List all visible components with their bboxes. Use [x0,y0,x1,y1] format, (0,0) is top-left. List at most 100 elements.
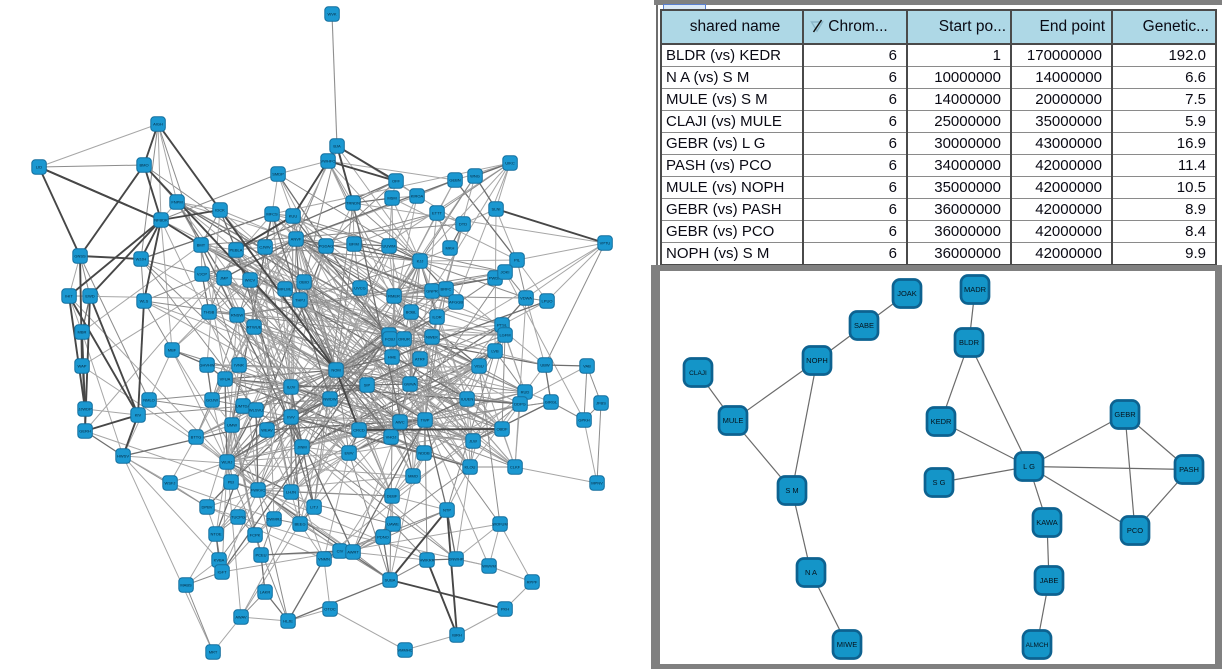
svg-text:GEBN: GEBN [449,178,460,183]
svg-text:HHE: HHE [388,355,397,360]
svg-text:BFIM: BFIM [349,242,359,247]
svg-text:ORUR: ORUR [398,337,410,342]
svg-text:IBRH: IBRH [452,633,462,638]
svg-text:LVB: LVB [491,349,499,354]
svg-text:ATRF: ATRF [415,357,426,362]
svg-text:CLKF: CLKF [510,465,521,470]
svg-text:AWAV: AWAV [235,615,247,620]
svg-text:AWRT: AWRT [347,550,359,555]
svg-text:KIROA: KIROA [411,194,424,199]
svg-text:GOJW: GOJW [206,398,218,403]
svg-text:THSB: THSB [204,310,215,315]
svg-text:JOAK: JOAK [897,289,917,298]
svg-text:TRNDN: TRNDN [346,201,360,206]
svg-text:MIWE: MIWE [837,640,857,649]
svg-text:VFUA: VFUA [220,377,231,382]
svg-text:ILOR: ILOR [432,315,441,320]
svg-text:IHIT: IHIT [65,294,73,299]
svg-text:BLDR: BLDR [959,338,980,347]
svg-text:WOFUM: WOFUM [492,522,508,527]
svg-text:KAWA: KAWA [1036,518,1058,527]
svg-text:VHOJ: VHOJ [386,435,397,440]
svg-text:IIVV: IIVV [287,415,295,420]
svg-text:MADR: MADR [964,285,987,294]
svg-text:CLAJI: CLAJI [689,370,707,377]
svg-text:GWVA: GWVA [404,382,416,387]
svg-text:BEEG: BEEG [294,522,305,527]
svg-text:OFF: OFF [392,179,401,184]
svg-text:MABS: MABS [180,583,192,588]
svg-text:WLSVU: WLSVU [249,408,263,413]
svg-text:FCBJ: FCBJ [385,337,395,342]
svg-text:WLS: WLS [140,299,149,304]
svg-text:PKH: PKH [501,607,509,612]
svg-text:DNWHP: DNWHP [448,557,463,562]
svg-text:GHVHW: GHVHW [199,363,215,368]
svg-text:JFBS: JFBS [596,401,606,406]
svg-text:NOPH: NOPH [806,356,828,365]
svg-text:NDDB: NDDB [418,451,430,456]
svg-text:BJA: BJA [333,144,341,149]
svg-text:NFBDK: NFBDK [154,218,168,223]
svg-text:S G: S G [933,478,946,487]
svg-text:AIGH: AIGH [153,122,163,127]
svg-text:EWD: EWD [85,294,94,299]
svg-text:SLNI: SLNI [492,207,501,212]
svg-text:LID: LID [36,165,42,170]
svg-text:PCO: PCO [1127,526,1143,535]
svg-text:JINM: JINM [297,445,306,450]
svg-text:LHJN: LHJN [286,490,296,495]
svg-text:JOKI: JOKI [501,270,510,275]
svg-text:RMER: RMER [388,294,400,299]
svg-text:MBR: MBR [78,330,87,335]
svg-text:ANVF: ANVF [291,237,302,242]
svg-text:HWKRR: HWKRR [419,558,434,563]
svg-text:MULE: MULE [723,416,744,425]
svg-text:OTOC: OTOC [324,607,336,612]
svg-text:SIP: SIP [364,383,371,388]
svg-text:VISU: VISU [474,364,483,369]
svg-text:ETTT: ETTT [432,211,443,216]
svg-text:BOBL: BOBL [406,310,417,315]
svg-text:OBIO: OBIO [299,280,309,285]
svg-text:NTP: NTP [443,508,451,513]
svg-text:PTSL: PTSL [497,323,508,328]
svg-text:OBDF: OBDF [496,427,508,432]
svg-text:VNMN: VNMN [318,557,330,562]
svg-text:LAKR: LAKR [260,590,271,595]
svg-text:WWVM: WWVM [482,564,496,569]
svg-text:FWKVC: FWKVC [251,488,266,493]
svg-text:KUU: KUU [289,214,298,219]
svg-text:SUBA: SUBA [385,578,396,583]
svg-text:HLJE: HLJE [283,619,293,624]
svg-text:BRFC: BRFC [441,287,452,292]
svg-text:FNPM: FNPM [171,200,182,205]
svg-text:KVBA: KVBA [214,558,225,563]
svg-text:PASH: PASH [1179,465,1199,474]
svg-text:BMO: BMO [139,163,148,168]
svg-text:GNSS: GNSS [74,254,86,259]
svg-text:UVCG: UVCG [354,286,366,291]
svg-text:NWDW: NWDW [323,397,337,402]
svg-text:MKH: MKH [446,246,455,251]
svg-text:MBF: MBF [168,348,177,353]
svg-text:NMLO: NMLO [143,398,155,403]
svg-text:MFCS: MFCS [266,212,278,217]
svg-text:SMDP: SMDP [272,172,284,177]
svg-text:SABE: SABE [854,321,874,330]
svg-text:UMTDA: UMTDA [236,404,251,409]
svg-text:NTOE: NTOE [210,532,221,537]
svg-text:GIRGL: GIRGL [545,400,558,405]
svg-text:CIV: CIV [337,549,344,554]
svg-text:S M: S M [785,486,798,495]
svg-text:GPKH: GPKH [578,418,589,423]
svg-text:WICV: WICV [245,278,256,283]
svg-text:JABE: JABE [1040,576,1059,585]
svg-text:PGDAG: PGDAG [319,244,333,249]
svg-text:GNPR: GNPR [426,289,438,294]
svg-text:JLW: JLW [469,439,477,444]
svg-text:JJWDP: JJWDP [78,407,92,412]
svg-text:KLOU: KLOU [465,465,476,470]
svg-text:VPTU: VPTU [600,241,611,246]
svg-text:TWP: TWP [421,418,430,423]
